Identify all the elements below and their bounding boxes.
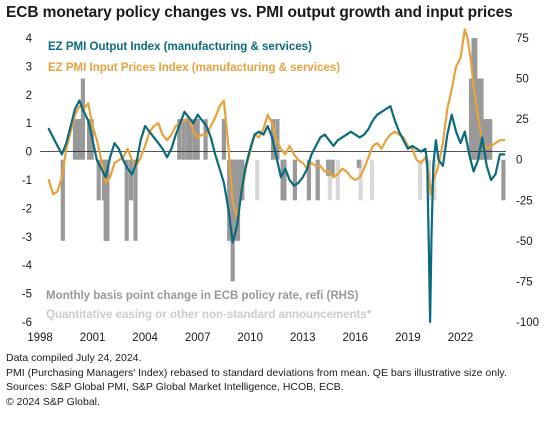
lines-layer (47, 28, 506, 324)
y-right-tick-6: -75 (516, 276, 533, 288)
input-prices-line (47, 28, 506, 218)
policy-rate-bar-35 (315, 159, 320, 201)
y-right-tick-0: 75 (516, 33, 529, 45)
policy-rate-bar-44 (479, 78, 484, 160)
y-right-tick-7: -100 (516, 317, 539, 329)
policy-rate-bar-24 (230, 159, 235, 282)
x-tick-0: 1998 (27, 332, 53, 344)
policy-rate-bar-16 (185, 119, 191, 160)
y-left-tick-1: 3 (26, 61, 32, 73)
policy-rate-bar-48 (488, 119, 493, 160)
policy-rate-bar-21 (221, 119, 226, 160)
y-left-tick-8: -4 (22, 260, 33, 272)
policy-rate-bar-33 (292, 159, 297, 201)
x-tick-5: 2013 (290, 332, 316, 344)
qe-bar-4 (335, 159, 340, 201)
policy-rate-bar-7 (96, 159, 101, 201)
policy-rate-bar-49 (501, 159, 506, 201)
y-left-tick-labels: 4 3 2 1 0 -1 -2 -3 -4 -5 -6 (22, 33, 33, 329)
policy-rate-bar-39 (468, 78, 474, 160)
y-right-tick-5: -50 (516, 236, 533, 248)
footer-sources: Sources: S&P Global PMI, S&P Global Mark… (6, 381, 344, 394)
legend-policy-rate: Monthly basis point change in ECB policy… (46, 290, 359, 302)
y-left-tick-9: -5 (22, 289, 32, 301)
policy-rate-bar-37 (330, 159, 335, 176)
x-tick-4: 2010 (237, 332, 263, 344)
x-tick-6: 2016 (343, 332, 369, 344)
policy-rate-bar-36 (326, 159, 331, 176)
y-left-tick-10: -6 (22, 317, 32, 329)
chart-title: ECB monetary policy changes vs. PMI outp… (6, 4, 513, 21)
policy-rate-bar-17 (188, 119, 193, 160)
policy-rate-bar-20 (203, 119, 208, 160)
policy-rate-bar-11 (124, 159, 129, 241)
y-left-tick-3: 1 (26, 118, 32, 130)
policy-rate-bar-12 (129, 159, 134, 201)
y-left-tick-5: -1 (22, 175, 32, 187)
policy-rate-bar-19 (195, 119, 200, 160)
y-left-tick-0: 4 (26, 33, 33, 45)
x-tick-3: 2007 (185, 332, 211, 344)
x-tick-2: 2004 (132, 332, 158, 344)
qe-bar-3 (327, 159, 332, 201)
policy-rate-bar-15 (181, 119, 186, 160)
policy-rate-bar-13 (133, 159, 138, 241)
legend-output: EZ PMI Output Index (manufacturing & ser… (48, 41, 312, 53)
policy-rate-bar-4 (80, 78, 85, 160)
policy-rate-bar-10 (105, 159, 110, 241)
bars-layer (60, 38, 506, 282)
y-left-tick-2: 2 (26, 90, 32, 102)
footer-note: PMI (Purchasing Managers' Index) rebased… (6, 366, 507, 379)
qe-bar-1 (255, 159, 260, 201)
policy-rate-bar-32 (282, 159, 287, 201)
policy-rate-bar-25 (233, 159, 238, 241)
policy-rate-bar-38 (356, 159, 361, 168)
y-left-tick-6: -2 (22, 203, 32, 215)
legend-input: EZ PMI Input Prices Index (manufacturing… (48, 62, 340, 74)
footer-notes: Data compiled July 24, 2024. PMI (Purcha… (6, 351, 507, 409)
x-tick-7: 2019 (395, 332, 421, 344)
policy-rate-bar-18 (192, 119, 198, 160)
policy-rate-bar-34 (306, 159, 311, 201)
policy-rate-bar-46 (483, 119, 488, 160)
x-tick-labels: 1998 2001 2004 2007 2010 2013 2016 2019 2022 (27, 332, 473, 344)
policy-rate-bar-14 (177, 119, 182, 160)
policy-rate-bar-42 (475, 78, 480, 160)
policy-rate-bar-26 (235, 159, 241, 241)
y-left-tick-7: -3 (22, 232, 32, 244)
qe-bar-7 (418, 159, 423, 201)
y-right-tick-2: 25 (516, 114, 529, 126)
legend-qe: Quantitative easing or other non-standar… (46, 309, 372, 321)
y-right-tick-labels: 75 50 25 0 -25 -50 -75 -100 (516, 33, 539, 329)
policy-rate-bar-1 (72, 119, 78, 160)
qe-bar-5 (358, 159, 363, 201)
y-right-tick-3: 0 (516, 155, 522, 167)
x-tick-1: 2001 (80, 332, 106, 344)
qe-bar-6 (369, 159, 375, 201)
y-right-tick-4: -25 (516, 195, 533, 207)
y-left-tick-4: 0 (26, 147, 32, 159)
output-index-line (47, 99, 506, 324)
policy-rate-bar-5 (87, 119, 92, 160)
chart-svg: 4 3 2 1 0 -1 -2 -3 -4 -5 -6 75 50 25 0 -25 -50 -75 -100 1… (22, 28, 539, 344)
footer-copyright: © 2024 S&P Global. (6, 395, 100, 408)
x-tick-8: 2022 (448, 332, 474, 344)
policy-rate-bar-3 (78, 119, 83, 160)
y-right-tick-1: 50 (516, 74, 529, 86)
policy-rate-bar-0 (60, 159, 65, 241)
footer-date: Data compiled July 24, 2024. (6, 352, 142, 364)
